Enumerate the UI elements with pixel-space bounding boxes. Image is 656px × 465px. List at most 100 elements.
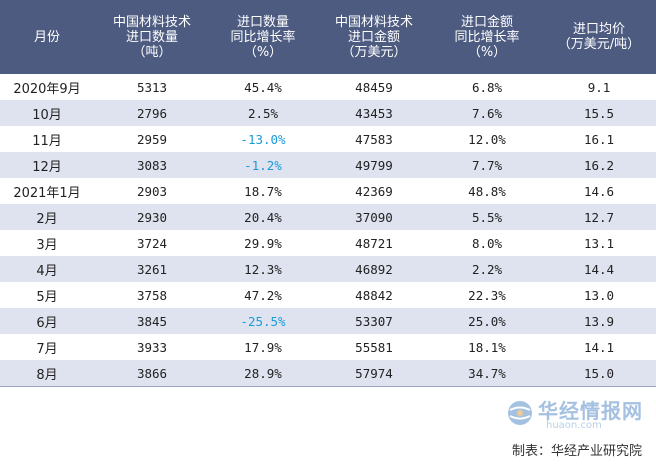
column-header-line: 进口均价 (572, 22, 625, 37)
header-row: 月份 中国材料技术 进口数量 （吨） 进口数量 同比增长率 （%） 中国材料技术 进口金额 （万美… (0, 0, 656, 74)
watermark-url: huaon.com (546, 420, 602, 431)
quantity-cell: 2903 (94, 178, 210, 204)
month-cell: 2021年1月 (0, 178, 94, 204)
column-header: 进口均价 （万美元/吨） (542, 0, 656, 74)
column-header: 进口金额 同比增长率 （%） (432, 0, 542, 74)
quantity-growth-cell: 47.2% (210, 282, 316, 308)
table-row: 6月 3845 -25.5% 53307 25.0% 13.9 (0, 308, 656, 334)
month-cell: 6月 (0, 308, 94, 334)
month-cell: 7月 (0, 334, 94, 360)
amount-cell: 43453 (316, 100, 432, 126)
column-header-line: 中国材料技术 (334, 14, 413, 30)
quantity-cell: 2930 (94, 204, 210, 230)
price-cell: 13.0 (542, 282, 656, 308)
column-header-line: 进口金额 (347, 29, 400, 45)
table-row: 5月 3758 47.2% 48842 22.3% 13.0 (0, 282, 656, 308)
column-header-line: 同比增长率 (454, 29, 520, 45)
amount-cell: 55581 (316, 334, 432, 360)
quantity-cell: 3261 (94, 256, 210, 282)
column-header: 月份 (0, 0, 94, 74)
price-cell: 14.4 (542, 256, 656, 282)
amount-growth-cell: 8.0% (432, 230, 542, 256)
quantity-growth-cell: -13.0% (210, 126, 316, 152)
quantity-growth-cell: 18.7% (210, 178, 316, 204)
quantity-growth-cell: 28.9% (210, 360, 316, 387)
amount-cell: 53307 (316, 308, 432, 334)
quantity-growth-cell: 20.4% (210, 204, 316, 230)
column-header-line: 进口金额 (460, 14, 513, 30)
amount-growth-cell: 7.7% (432, 152, 542, 178)
quantity-cell: 2959 (94, 126, 210, 152)
amount-growth-cell: 7.6% (432, 100, 542, 126)
amount-growth-cell: 34.7% (432, 360, 542, 387)
price-cell: 16.2 (542, 152, 656, 178)
month-cell: 12月 (0, 152, 94, 178)
column-header-line: 同比增长率 (230, 29, 296, 45)
month-cell: 4月 (0, 256, 94, 282)
amount-cell: 48842 (316, 282, 432, 308)
quantity-cell: 3758 (94, 282, 210, 308)
amount-cell: 46892 (316, 256, 432, 282)
quantity-cell: 3866 (94, 360, 210, 387)
price-cell: 14.1 (542, 334, 656, 360)
quantity-growth-cell: 45.4% (210, 74, 316, 100)
column-header-line: 中国材料技术 (112, 14, 191, 30)
column-header-line: （万美元） (341, 44, 407, 60)
column-header: 进口数量 同比增长率 （%） (210, 0, 316, 74)
price-cell: 16.1 (542, 126, 656, 152)
price-cell: 13.9 (542, 308, 656, 334)
amount-cell: 57974 (316, 360, 432, 387)
import-data-table: 月份 中国材料技术 进口数量 （吨） 进口数量 同比增长率 （%） 中国材料技术 进口金额 （万美… (0, 0, 656, 387)
month-cell: 2月 (0, 204, 94, 230)
quantity-cell: 5313 (94, 74, 210, 100)
table-body: 2020年9月 5313 45.4% 48459 6.8% 9.1 10月 2796 2.5% 4… (0, 74, 656, 387)
amount-cell: 47583 (316, 126, 432, 152)
table-row: 2020年9月 5313 45.4% 48459 6.8% 9.1 (0, 74, 656, 100)
quantity-cell: 2796 (94, 100, 210, 126)
table-header: 月份 中国材料技术 进口数量 （吨） 进口数量 同比增长率 （%） 中国材料技术 进口金额 （万美… (0, 0, 656, 74)
column-header-line: （%） (243, 44, 283, 60)
quantity-growth-cell: 2.5% (210, 100, 316, 126)
column-header-line: （吨） (132, 44, 172, 60)
amount-cell: 49799 (316, 152, 432, 178)
table-row: 3月 3724 29.9% 48721 8.0% 13.1 (0, 230, 656, 256)
quantity-cell: 3845 (94, 308, 210, 334)
table-row: 2021年1月 2903 18.7% 42369 48.8% 14.6 (0, 178, 656, 204)
watermark-name: 华经情报网 (538, 399, 643, 423)
column-header-line: 进口数量 (125, 29, 178, 45)
amount-cell: 48721 (316, 230, 432, 256)
amount-cell: 42369 (316, 178, 432, 204)
amount-cell: 37090 (316, 204, 432, 230)
amount-growth-cell: 22.3% (432, 282, 542, 308)
column-header-line: 月份 (33, 29, 60, 45)
quantity-cell: 3083 (94, 152, 210, 178)
price-cell: 13.1 (542, 230, 656, 256)
globe-icon (508, 401, 532, 425)
table-row: 11月 2959 -13.0% 47583 12.0% 16.1 (0, 126, 656, 152)
amount-cell: 48459 (316, 74, 432, 100)
quantity-growth-cell: -1.2% (210, 152, 316, 178)
month-cell: 3月 (0, 230, 94, 256)
table-row: 7月 3933 17.9% 55581 18.1% 14.1 (0, 334, 656, 360)
table-row: 10月 2796 2.5% 43453 7.6% 15.5 (0, 100, 656, 126)
quantity-growth-cell: -25.5% (210, 308, 316, 334)
quantity-growth-cell: 12.3% (210, 256, 316, 282)
column-header-line: （万美元/吨） (557, 37, 641, 52)
column-header: 中国材料技术 进口数量 （吨） (94, 0, 210, 74)
quantity-growth-cell: 29.9% (210, 230, 316, 256)
table-row: 2月 2930 20.4% 37090 5.5% 12.7 (0, 204, 656, 230)
quantity-growth-cell: 17.9% (210, 334, 316, 360)
amount-growth-cell: 2.2% (432, 256, 542, 282)
column-header: 中国材料技术 进口金额 （万美元） (316, 0, 432, 74)
price-cell: 15.0 (542, 360, 656, 387)
amount-growth-cell: 18.1% (432, 334, 542, 360)
price-cell: 14.6 (542, 178, 656, 204)
table-row: 8月 3866 28.9% 57974 34.7% 15.0 (0, 360, 656, 387)
month-cell: 5月 (0, 282, 94, 308)
amount-growth-cell: 48.8% (432, 178, 542, 204)
quantity-cell: 3933 (94, 334, 210, 360)
column-header-line: （%） (467, 44, 507, 60)
watermark-logo: 华经情报网 huaon.com (506, 393, 646, 441)
amount-growth-cell: 6.8% (432, 74, 542, 100)
